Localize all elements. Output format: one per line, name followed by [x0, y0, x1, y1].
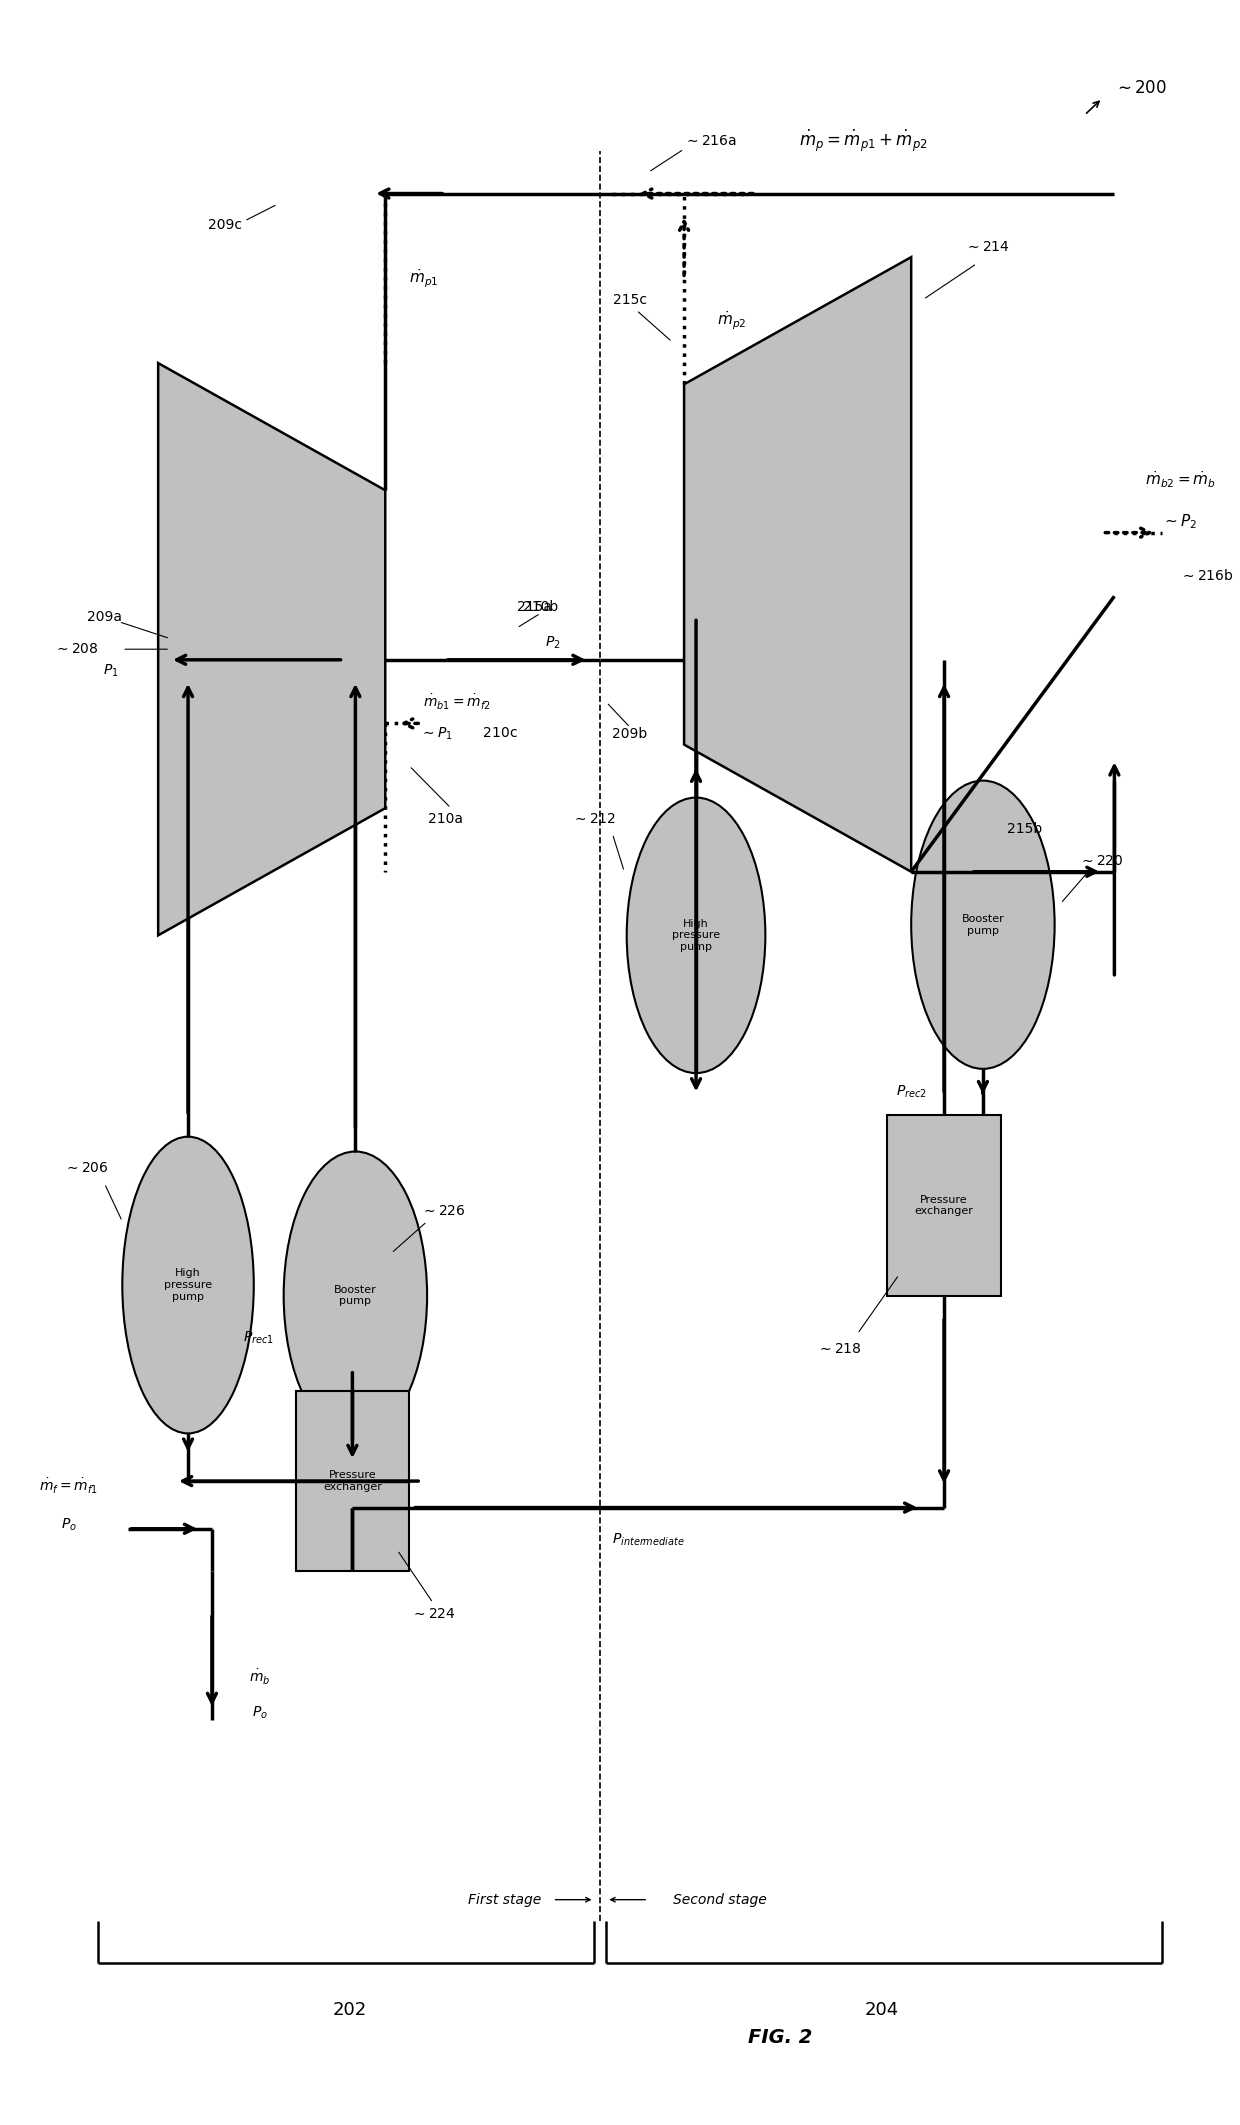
Text: 204: 204 — [864, 2002, 899, 2019]
Text: Booster
pump: Booster pump — [334, 1286, 377, 1307]
Text: $\sim$200: $\sim$200 — [1115, 79, 1167, 96]
Text: $P_1$: $P_1$ — [103, 663, 118, 678]
Text: 202: 202 — [332, 2002, 367, 2019]
Text: ${\sim}P_2$: ${\sim}P_2$ — [1162, 512, 1198, 531]
Text: High
pressure
pump: High pressure pump — [672, 918, 720, 952]
Text: Pressure
exchanger: Pressure exchanger — [322, 1470, 382, 1492]
Text: $\sim$216a: $\sim$216a — [684, 134, 737, 147]
Polygon shape — [684, 257, 911, 871]
Polygon shape — [159, 363, 386, 935]
Text: $\sim$224: $\sim$224 — [410, 1606, 455, 1621]
Text: Booster
pump: Booster pump — [961, 914, 1004, 935]
Text: $\dot{m}_{p1}$: $\dot{m}_{p1}$ — [409, 268, 439, 289]
Text: $\sim$206: $\sim$206 — [64, 1162, 109, 1175]
Text: Second stage: Second stage — [673, 1893, 766, 1906]
Text: First stage: First stage — [469, 1893, 542, 1906]
Text: $P_o$: $P_o$ — [61, 1517, 77, 1532]
Text: $\sim$220: $\sim$220 — [1079, 854, 1123, 869]
Text: $\sim$208: $\sim$208 — [53, 642, 98, 657]
Text: $P_{rec1}$: $P_{rec1}$ — [243, 1330, 274, 1347]
Text: ${\sim}P_1$       210c: ${\sim}P_1$ 210c — [420, 727, 518, 742]
Text: $\dot{m}_p = \dot{m}_{p1}+\dot{m}_{p2}$: $\dot{m}_p = \dot{m}_{p1}+\dot{m}_{p2}$ — [799, 128, 928, 153]
Ellipse shape — [284, 1152, 427, 1441]
Text: 210b: 210b — [523, 599, 558, 614]
Text: High
pressure
pump: High pressure pump — [164, 1269, 212, 1303]
Text: $\dot{m}_f{=}\dot{m}_{f1}$: $\dot{m}_f{=}\dot{m}_{f1}$ — [40, 1477, 98, 1496]
Bar — [295, 1392, 409, 1570]
Ellipse shape — [911, 780, 1055, 1069]
Text: $P_2$: $P_2$ — [544, 635, 560, 650]
Text: $\dot{m}_{b1}{=}\dot{m}_{f2}$: $\dot{m}_{b1}{=}\dot{m}_{f2}$ — [423, 693, 491, 712]
Text: 210a: 210a — [428, 812, 463, 827]
Text: $\dot{m}_{b2}{=}\dot{m}_b$: $\dot{m}_{b2}{=}\dot{m}_b$ — [1145, 470, 1215, 491]
Ellipse shape — [123, 1137, 254, 1434]
Text: $\dot{m}_b$: $\dot{m}_b$ — [249, 1668, 270, 1687]
Text: 215a: 215a — [517, 599, 552, 614]
Bar — [888, 1116, 1001, 1296]
Text: $\sim$218: $\sim$218 — [817, 1341, 862, 1356]
Ellipse shape — [626, 797, 765, 1073]
Text: 215c: 215c — [614, 293, 647, 306]
Text: 209a: 209a — [87, 610, 122, 625]
Text: Pressure
exchanger: Pressure exchanger — [915, 1194, 973, 1216]
Text: FIG. 2: FIG. 2 — [748, 2027, 812, 2046]
Text: 209b: 209b — [613, 727, 647, 742]
Text: $P_o$: $P_o$ — [252, 1704, 268, 1721]
Text: $P_{intermediate}$: $P_{intermediate}$ — [611, 1532, 684, 1547]
Text: $\dot{m}_{p2}$: $\dot{m}_{p2}$ — [717, 310, 746, 332]
Text: $\sim$226: $\sim$226 — [422, 1205, 466, 1218]
Text: $\sim$212: $\sim$212 — [573, 812, 616, 827]
Text: $P_{rec2}$: $P_{rec2}$ — [895, 1084, 926, 1101]
Text: $\sim$216b: $\sim$216b — [1180, 567, 1234, 582]
Text: $\sim$214: $\sim$214 — [965, 240, 1009, 253]
Text: 209c: 209c — [208, 219, 242, 232]
Text: 215b: 215b — [1007, 822, 1043, 837]
